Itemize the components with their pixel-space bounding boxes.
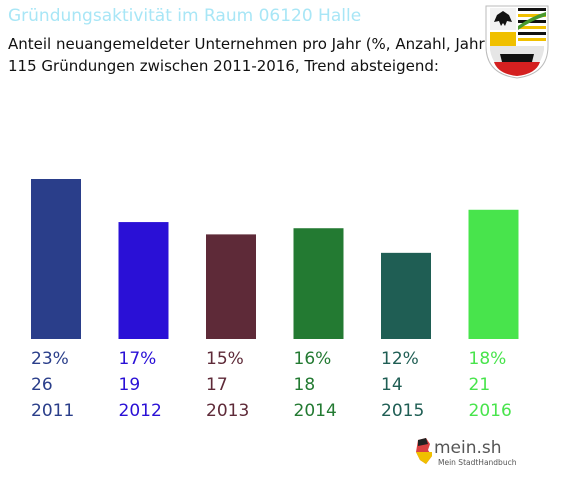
count-label-2013: 17 [206,375,228,395]
year-label-2012: 2012 [119,401,162,421]
germany-flag-map-icon [416,438,432,464]
percent-label-2016: 18% [469,349,507,369]
bar-2013 [206,234,256,339]
count-label-2012: 19 [119,375,141,395]
year-label-2011: 2011 [31,401,74,421]
percent-label-2014: 16% [294,349,332,369]
chart-summary: 115 Gründungen zwischen 2011-2016, Trend… [8,57,439,75]
bar-2015 [381,252,431,339]
coat-of-arms-icon [485,5,549,79]
year-label-2016: 2016 [469,401,512,421]
bar-2011 [31,179,81,339]
chart-subtitle: Anteil neuangemeldeter Unternehmen pro J… [8,35,491,53]
year-label-2014: 2014 [294,401,337,421]
year-label-2015: 2015 [381,401,424,421]
count-label-2015: 14 [381,375,403,395]
brand-tagline: Mein StadtHandbuch [438,458,517,467]
bar-2016 [468,209,519,339]
count-label-2014: 18 [294,375,316,395]
count-label-2016: 21 [469,375,491,395]
year-label-2013: 2013 [206,401,249,421]
percent-label-2012: 17% [119,349,157,369]
percent-label-2015: 12% [381,349,419,369]
chart-title: Gründungsaktivität im Raum 06120 Halle [8,6,362,26]
bar-2012 [118,222,169,339]
percent-label-2013: 15% [206,349,244,369]
brand-logo-text[interactable]: mein.sh [434,438,502,458]
bar-2014 [293,228,344,339]
count-label-2011: 26 [31,375,53,395]
percent-label-2011: 23% [31,349,69,369]
